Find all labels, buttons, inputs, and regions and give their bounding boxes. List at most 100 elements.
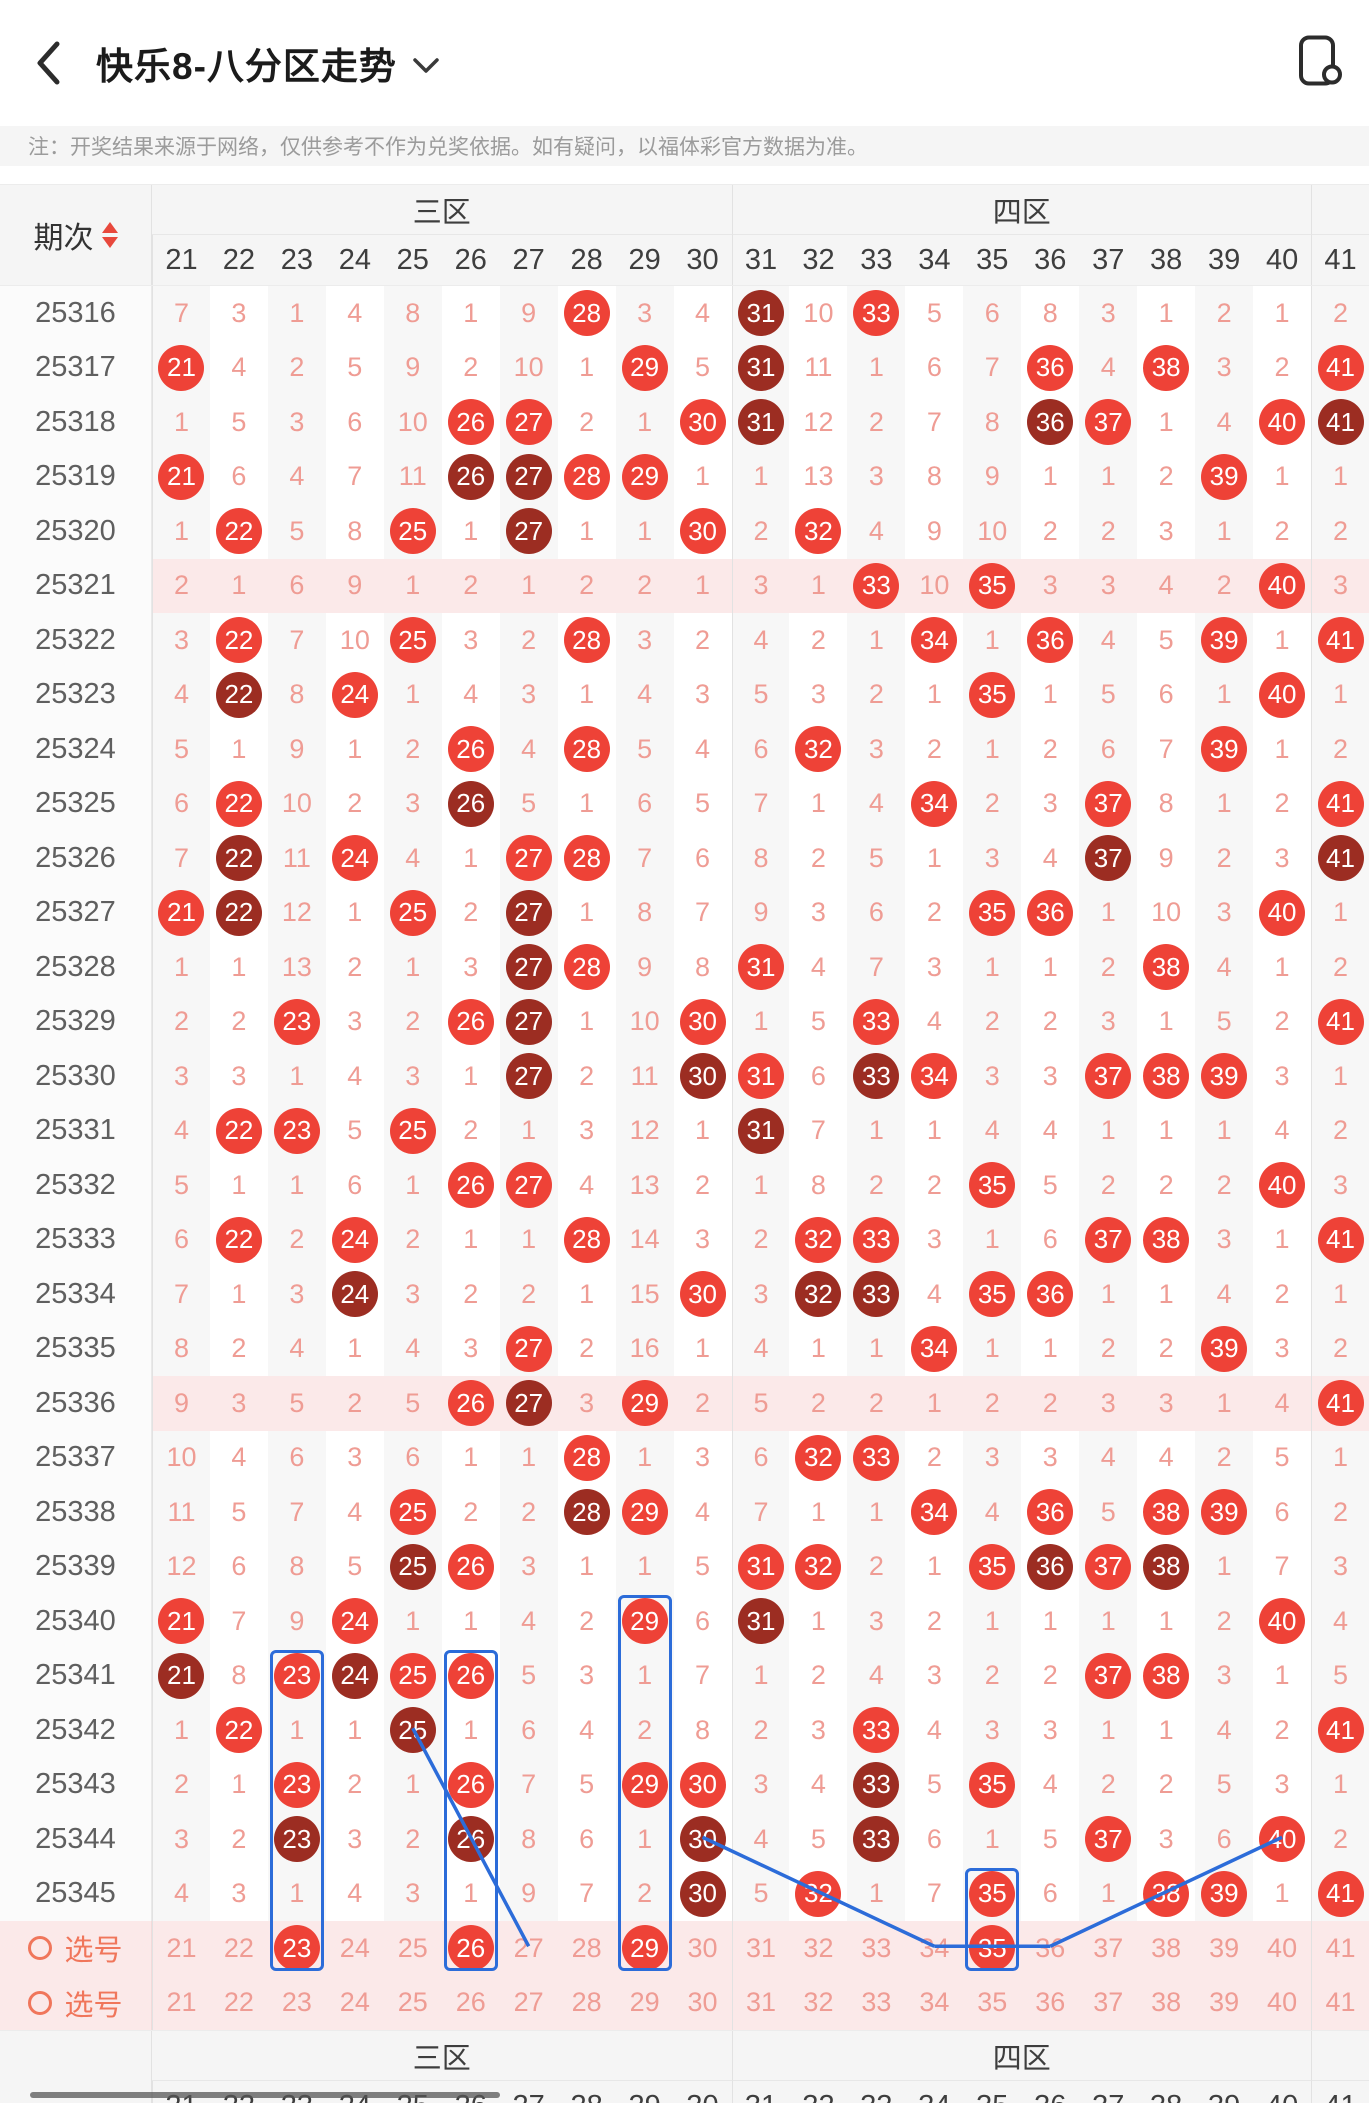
pick-cell[interactable]: 38 — [1137, 1975, 1196, 2030]
trend-cell: 3 — [847, 1594, 906, 1649]
back-button[interactable] — [0, 0, 96, 126]
miss-count: 5 — [926, 297, 942, 328]
repeat-number-ball: 24 — [331, 1271, 378, 1318]
drawn-number-ball: 21 — [158, 1598, 205, 1645]
trend-cell: 39 — [1195, 449, 1254, 504]
miss-count: 3 — [753, 1278, 769, 1309]
trend-cell: 36 — [1021, 613, 1080, 668]
trend-cell: 1 — [441, 831, 500, 886]
trend-cell: 1 — [441, 1049, 500, 1104]
period-sort-header[interactable]: 期次 — [0, 185, 152, 285]
trend-cell: 25 — [383, 1485, 442, 1540]
miss-count: 7 — [289, 1496, 305, 1527]
pick-cell[interactable]: 25 — [383, 1975, 442, 2030]
repeat-number-ball: 31 — [737, 1598, 784, 1645]
pick-cell[interactable]: 33 — [847, 1921, 906, 1976]
drawn-number-ball: 38 — [1143, 1652, 1190, 1699]
trend-cell: 22 — [209, 1703, 268, 1758]
miss-count: 9 — [521, 1878, 537, 1909]
pick-cell[interactable]: 26 — [441, 1921, 500, 1976]
pick-cell[interactable]: 35 — [963, 1975, 1022, 2030]
pick-cell[interactable]: 40 — [1253, 1975, 1312, 2030]
miss-count: 6 — [347, 406, 363, 437]
pick-cell[interactable]: 27 — [499, 1975, 558, 2030]
trend-cell: 4 — [731, 1812, 790, 1867]
pick-cell[interactable]: 22 — [209, 1921, 268, 1976]
miss-count: 6 — [868, 897, 884, 928]
trend-cell: 1 — [1195, 504, 1254, 559]
floating-window-button[interactable] — [1297, 34, 1343, 93]
pick-cell[interactable]: 23 — [267, 1921, 326, 1976]
trend-cell: 1 — [1253, 613, 1312, 668]
period-cell: 25332 — [0, 1158, 152, 1213]
miss-count: 2 — [405, 733, 421, 764]
pick-cell[interactable]: 23 — [267, 1975, 326, 2030]
pick-cell[interactable]: 21 — [152, 1921, 210, 1976]
pick-cell[interactable]: 35 — [963, 1921, 1022, 1976]
pick-cell[interactable]: 26 — [441, 1975, 500, 2030]
miss-count: 23 — [281, 1987, 312, 2018]
pick-cell[interactable]: 28 — [557, 1975, 616, 2030]
trend-cell: 3 — [325, 1812, 384, 1867]
pick-cell[interactable]: 22 — [209, 1975, 268, 2030]
trend-cell: 6 — [1079, 722, 1138, 777]
trend-cell: 5 — [673, 1539, 732, 1594]
repeat-number-ball: 26 — [447, 453, 494, 500]
pick-cell[interactable]: 40 — [1253, 1921, 1312, 1976]
radio-circle-icon[interactable] — [28, 1936, 53, 1961]
pick-cell[interactable]: 34 — [905, 1975, 964, 2030]
pick-cell[interactable]: 32 — [789, 1975, 848, 2030]
miss-count: 27 — [513, 1987, 544, 2018]
trend-cell: 6 — [209, 449, 268, 504]
trend-cell: 8 — [325, 504, 384, 559]
sort-asc-icon — [101, 222, 118, 233]
trend-cell: 37 — [1079, 776, 1138, 831]
pick-cell[interactable]: 39 — [1195, 1921, 1254, 1976]
title-dropdown[interactable]: 快乐8-八分区走势 — [96, 36, 439, 90]
trend-row: 25339 12 6 8 5 25 26 3 1 1 5 31 32 2 1 35 36 37 38 1 7 3 — [0, 1539, 1369, 1594]
trend-cell: 27 — [499, 940, 558, 995]
trend-cell: 5 — [673, 340, 732, 395]
pick-cell[interactable]: 25 — [383, 1921, 442, 1976]
pick-cell[interactable]: 31 — [731, 1975, 790, 2030]
pick-cell[interactable]: 37 — [1079, 1921, 1138, 1976]
pick-cell[interactable]: 21 — [152, 1975, 210, 2030]
pick-cell[interactable]: 39 — [1195, 1975, 1254, 2030]
pick-cell[interactable]: 29 — [615, 1921, 674, 1976]
pick-cell[interactable]: 24 — [325, 1975, 384, 2030]
trend-cell: 4 — [847, 776, 906, 831]
pick-cell[interactable]: 32 — [789, 1921, 848, 1976]
trend-cell: 9 — [905, 504, 964, 559]
pick-cell[interactable]: 29 — [615, 1975, 674, 2030]
pick-cell[interactable]: 31 — [731, 1921, 790, 1976]
drawn-number-ball: 34 — [911, 1489, 958, 1536]
pick-cell[interactable]: 30 — [673, 1975, 732, 2030]
miss-count: 5 — [405, 1387, 421, 1418]
trend-cell: 2 — [1311, 504, 1369, 559]
trend-cell: 2 — [1079, 1321, 1138, 1376]
trend-cell: 9 — [152, 1376, 210, 1431]
radio-circle-icon[interactable] — [28, 1990, 53, 2015]
pick-cell[interactable]: 28 — [557, 1921, 616, 1976]
miss-count: 9 — [637, 951, 653, 982]
column-header: 37 — [1092, 243, 1125, 276]
trend-cell: 4 — [325, 1866, 384, 1921]
trend-cell: 2 — [383, 994, 442, 1049]
pick-cell[interactable]: 33 — [847, 1975, 906, 2030]
miss-count: 36 — [1035, 1932, 1066, 1963]
pick-cell[interactable]: 36 — [1021, 1921, 1080, 1976]
pick-cell[interactable]: 30 — [673, 1921, 732, 1976]
pick-cell[interactable]: 34 — [905, 1921, 964, 1976]
pick-cell[interactable]: 36 — [1021, 1975, 1080, 2030]
pick-cell[interactable]: 38 — [1137, 1921, 1196, 1976]
pick-cell[interactable]: 41 — [1311, 1975, 1369, 2030]
miss-count: 8 — [405, 297, 421, 328]
pick-cell[interactable]: 24 — [325, 1921, 384, 1976]
pick-cell[interactable]: 27 — [499, 1921, 558, 1976]
h-scroll-indicator[interactable] — [30, 2092, 500, 2098]
pick-cell[interactable]: 37 — [1079, 1975, 1138, 2030]
drawn-number-ball: 26 — [447, 1652, 494, 1699]
column-header: 35 — [963, 2081, 1021, 2103]
miss-count: 2 — [1333, 297, 1349, 328]
pick-cell[interactable]: 41 — [1311, 1921, 1369, 1976]
